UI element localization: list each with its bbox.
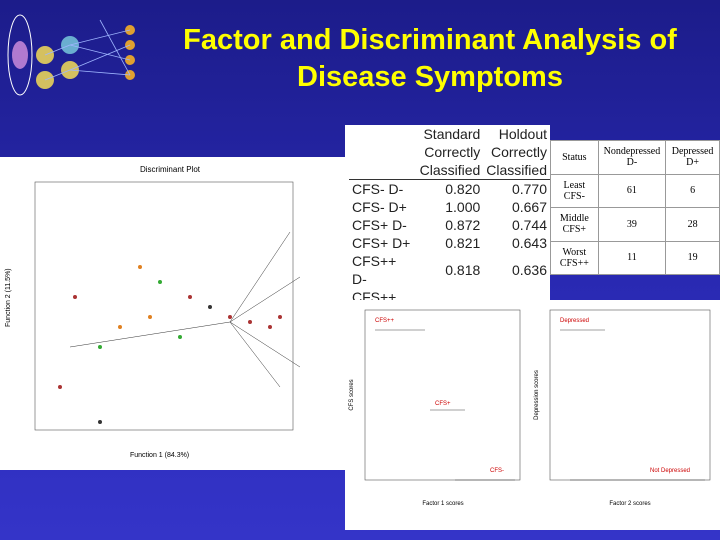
group-label: CFS+ <box>435 401 451 407</box>
value-cell: 0.636 <box>511 262 547 278</box>
header-cell: Holdout <box>498 126 547 142</box>
header-cell: Nondepressed D- <box>597 140 667 175</box>
value-cell: 1.000 <box>445 199 481 215</box>
plot-frame <box>34 181 294 431</box>
value-cell: 0.643 <box>511 235 547 251</box>
count-cell: 6 <box>665 173 720 208</box>
scatter-dots <box>58 265 282 424</box>
discriminant-plot-image: Discriminant Plot Function 1 (84.3%) Fun… <box>5 165 301 459</box>
table-row: CFS- D+ 1.000 0.667 <box>349 198 550 216</box>
count-cell: 28 <box>665 207 720 242</box>
group-label: CFS- <box>490 468 504 474</box>
slide-title: Factor and Discriminant Analysis of Dise… <box>183 24 677 93</box>
row-label: CFS++ D- <box>352 253 397 287</box>
plot-title: Discriminant Plot <box>140 165 201 174</box>
loading-arrows <box>69 231 301 388</box>
x-label: Factor 2 scores <box>609 501 650 507</box>
group-label: Depressed <box>560 318 589 324</box>
row-label: Least CFS- <box>550 173 599 208</box>
row-label: CFS- D+ <box>352 199 407 215</box>
status-table: Status Nondepressed D- Depressed D+ Least C… <box>550 140 720 275</box>
header-cell <box>349 161 417 180</box>
value-cell: 0.744 <box>511 217 547 233</box>
table-row: Least CFS- 61 6 <box>550 173 720 208</box>
y-label: CFS scores <box>349 379 355 410</box>
group-label: CFS++ <box>375 318 395 324</box>
value-cell: 0.820 <box>445 181 481 197</box>
value-cell: 0.818 <box>445 262 481 278</box>
row-label: Worst CFS++ <box>550 240 599 275</box>
header-cell: Classified <box>486 162 547 178</box>
header-cell <box>349 143 417 161</box>
header-row: Classified Classified <box>349 161 550 180</box>
table-row: CFS+ D+ 0.821 0.643 <box>349 234 550 252</box>
value-cell: 0.667 <box>511 199 547 215</box>
value-cell: 0.821 <box>445 235 481 251</box>
header-cell: Depressed D+ <box>665 140 720 175</box>
header-cell: Status <box>550 140 599 175</box>
header-cell: Classified <box>419 162 481 178</box>
group-label: Not Depressed <box>650 468 690 474</box>
header-cell: Correctly <box>490 144 547 160</box>
y-label: Depression scores <box>534 370 540 420</box>
plot-frame <box>549 309 711 481</box>
header-row: Status Nondepressed D- Depressed D+ <box>550 140 720 175</box>
header-cell: Correctly <box>424 144 481 160</box>
count-cell: 39 <box>597 207 667 242</box>
count-cell: 19 <box>665 240 720 275</box>
table-row: CFS- D- 0.820 0.770 <box>349 179 550 199</box>
row-label: CFS- D- <box>352 181 404 197</box>
table-row: Middle CFS+ 39 28 <box>550 207 720 242</box>
score-plots-image: CFS scores Factor 1 scores Depression sc… <box>349 309 711 507</box>
classification-table-panel: Standard Holdout Correctly Correctly Classif… <box>345 125 550 342</box>
table-row: Worst CFS++ 11 19 <box>550 240 720 275</box>
value-cell: 0.770 <box>511 181 547 197</box>
count-cell: 11 <box>597 240 667 275</box>
logo-network <box>7 14 135 96</box>
count-cell: 61 <box>597 173 667 208</box>
x-label: Function 1 (84.3%) <box>130 452 189 459</box>
row-label: CFS+ D+ <box>352 235 411 251</box>
y-label: Function 2 (11.5%) <box>5 268 12 327</box>
table-row: CFS++ D- 0.818 0.636 <box>349 252 550 288</box>
status-table-panel: Status Nondepressed D- Depressed D+ Least C… <box>550 140 720 275</box>
value-cell: 0.872 <box>445 217 481 233</box>
score-rugs <box>375 329 705 481</box>
table-row: CFS+ D- 0.872 0.744 <box>349 216 550 234</box>
discriminant-plot: Discriminant Plot Function 1 (84.3%) Fun… <box>0 157 345 470</box>
x-label: Factor 1 scores <box>422 501 463 507</box>
score-plots: CFS scores Factor 1 scores Depression sc… <box>345 300 720 530</box>
plot-frame <box>364 309 521 481</box>
header-cell <box>349 125 417 143</box>
header-cell: Standard <box>423 126 481 142</box>
header-row: Correctly Correctly <box>349 143 550 161</box>
header-row: Standard Holdout <box>349 125 550 143</box>
row-label: Middle CFS+ <box>550 207 599 242</box>
row-label: CFS+ D- <box>352 217 407 233</box>
